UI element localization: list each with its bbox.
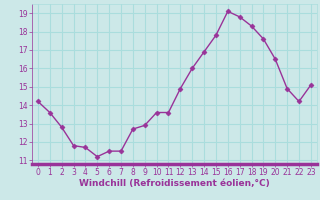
X-axis label: Windchill (Refroidissement éolien,°C): Windchill (Refroidissement éolien,°C) [79,179,270,188]
